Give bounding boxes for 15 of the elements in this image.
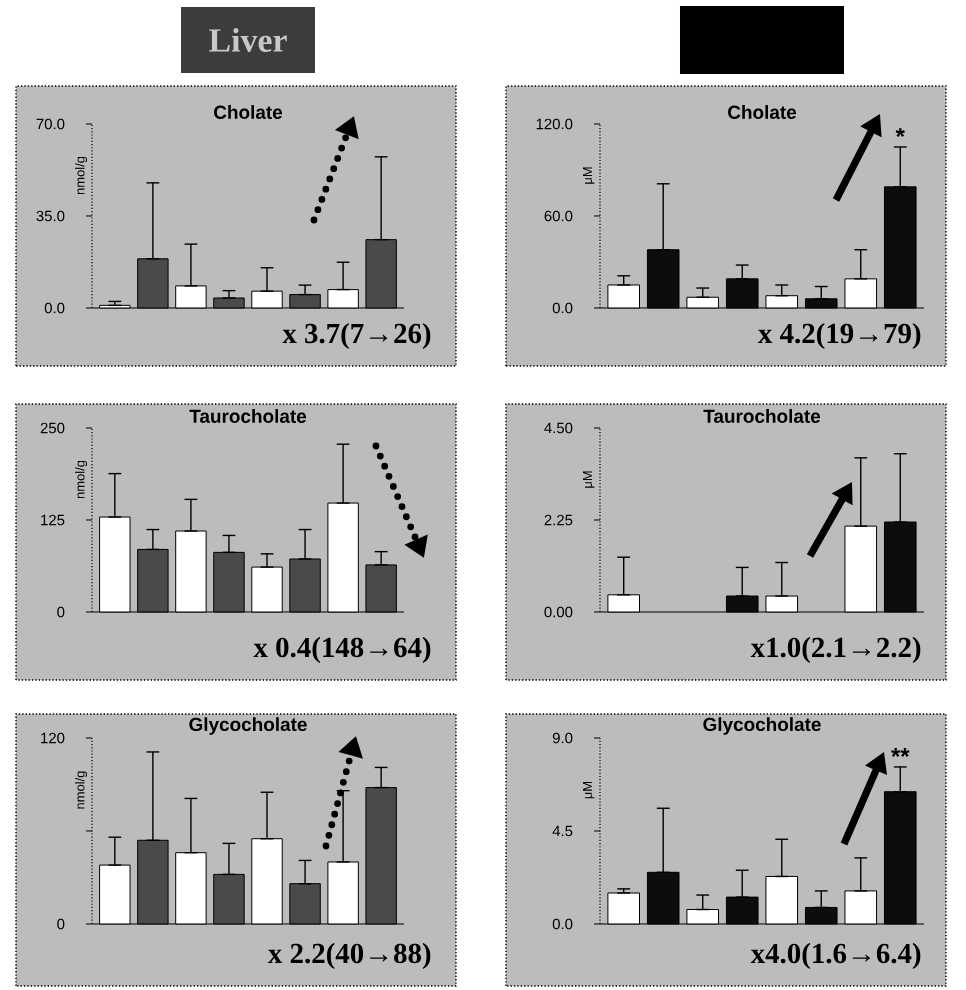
text: x1.0(2.1→2.2) [750,636,921,664]
chart-title: Taurocholate [703,409,821,423]
chart-title: Cholate [214,105,283,119]
annotation: * [895,128,905,138]
text: x 4.2(19→79) [758,322,921,350]
text: x 3.7(7→26) [282,322,431,350]
text: x 2.2(40→88) [268,942,431,970]
text: x 0.4(148→64) [253,636,431,664]
chart-title: Glycocholate [189,717,307,735]
chart-subtitle: Liver [209,28,287,52]
annotation: ** [891,748,910,757]
chart-title: Cholate [728,105,797,119]
chart-title: Glycocholate [703,717,821,735]
chart-title: Taurocholate [189,409,307,423]
text: x4.0(1.6→6.4) [750,942,921,970]
